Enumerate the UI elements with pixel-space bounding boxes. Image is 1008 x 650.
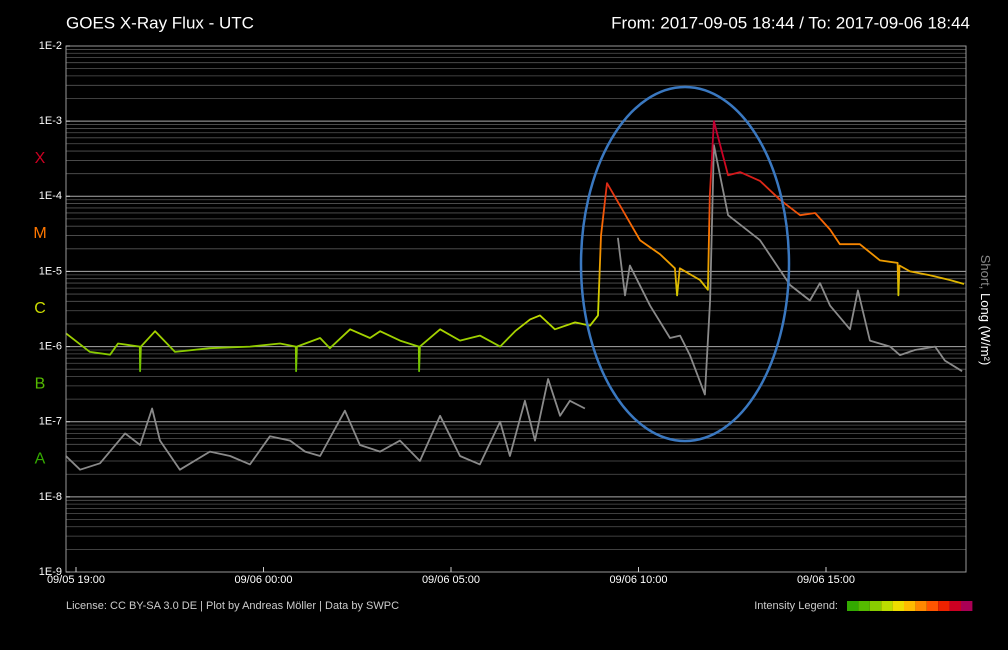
flare-class-label: B — [35, 375, 46, 392]
flare-class-label: A — [35, 451, 46, 468]
legend-swatch — [869, 601, 882, 611]
plot-frame — [65, 45, 967, 573]
legend-swatch — [892, 601, 904, 611]
y2-label-long: Long (W/m²) — [978, 293, 993, 365]
plot-area — [65, 45, 966, 573]
legend-swatch — [926, 601, 939, 611]
y2-label-short: Short, — [978, 255, 993, 290]
legend-swatch — [904, 601, 916, 611]
flare-class-label: M — [33, 225, 46, 242]
y-tick-label: 1E-9 — [39, 566, 62, 578]
flare-class-label: C — [34, 300, 46, 317]
legend-swatch — [858, 601, 870, 611]
x-tick-label: 09/06 10:00 — [609, 574, 667, 586]
x-tick-label: 09/06 05:00 — [422, 574, 480, 586]
series-line — [65, 120, 965, 373]
legend-swatch — [961, 601, 973, 611]
legend-swatch — [881, 601, 893, 611]
legend-label: Intensity Legend: — [754, 600, 838, 612]
footer: License: CC BY-SA 3.0 DE | Plot by Andre… — [66, 600, 399, 612]
chart-title: GOES X-Ray Flux - UTC — [66, 13, 254, 32]
legend-swatch — [915, 601, 927, 611]
flare-class-label: X — [35, 150, 46, 167]
highlight-ellipse — [579, 85, 791, 443]
x-tick-label: 09/06 15:00 — [797, 574, 855, 586]
x-tick-label: 09/06 00:00 — [234, 574, 292, 586]
y-tick-label: 1E-5 — [39, 265, 62, 277]
y-tick-label: 1E-3 — [39, 115, 62, 127]
legend-swatch — [938, 601, 950, 611]
legend-swatch — [949, 601, 961, 611]
x-tick-label: 09/05 19:00 — [47, 574, 105, 586]
legend-swatch — [847, 601, 859, 611]
chart-subtitle: From: 2017-09-05 18:44 / To: 2017-09-06 … — [611, 13, 970, 32]
y-tick-label: 1E-8 — [39, 491, 62, 503]
y-tick-label: 1E-2 — [39, 40, 62, 52]
series-line — [65, 144, 963, 471]
y-tick-label: 1E-4 — [39, 190, 62, 202]
y-tick-label: 1E-7 — [39, 416, 62, 428]
y-tick-label: 1E-6 — [39, 340, 62, 352]
y2-axis-label: Short, Long (W/m²) — [978, 255, 993, 366]
